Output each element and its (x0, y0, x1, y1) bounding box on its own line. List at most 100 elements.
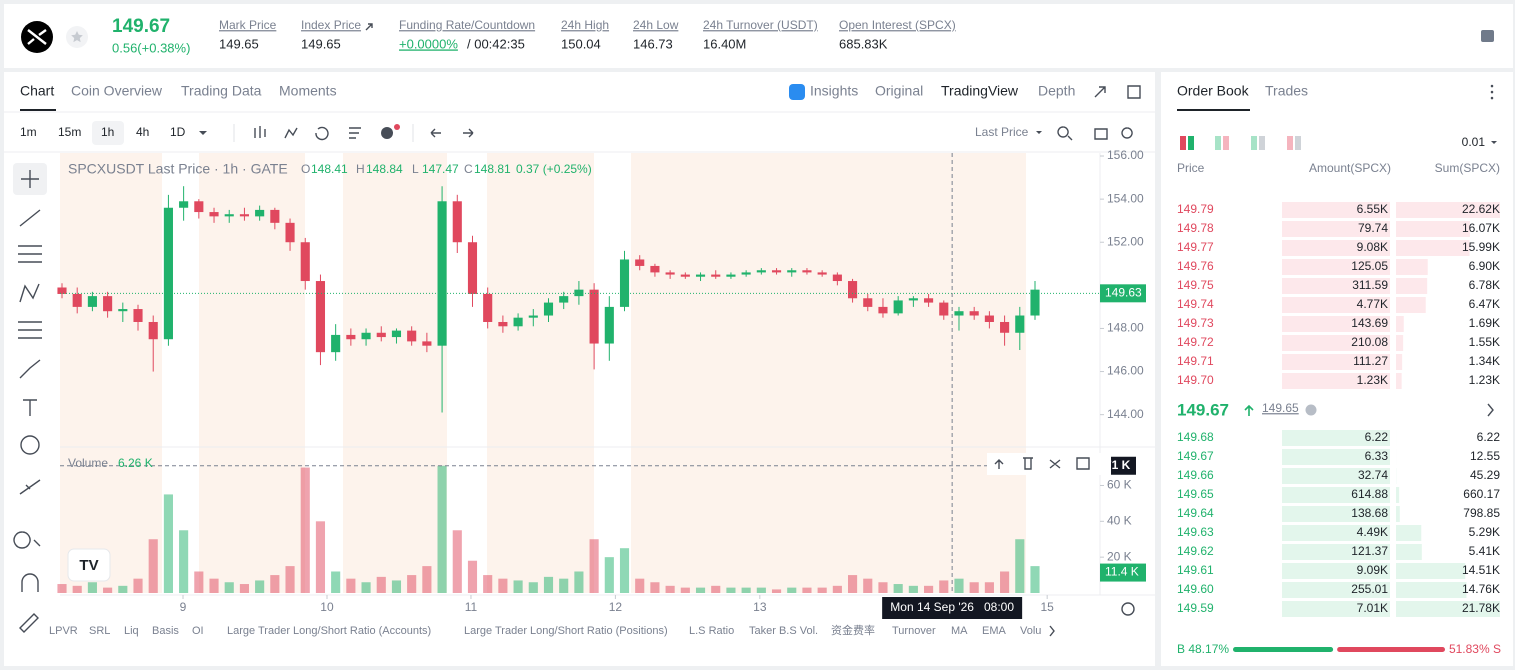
indicator[interactable]: 资金费率 (831, 623, 875, 637)
interval[interactable]: 4h (136, 125, 149, 139)
candle-body (665, 272, 675, 275)
candle-body (650, 265, 660, 273)
chart-tab[interactable]: Trading Data (181, 83, 262, 99)
volume-bar (969, 582, 979, 593)
badge (394, 124, 400, 130)
ob-amount: 210.08 (1351, 335, 1388, 349)
amount-bg (1282, 582, 1390, 598)
amount-bg (1282, 563, 1390, 579)
ob-price: 149.62 (1177, 544, 1214, 558)
indicator[interactable]: Large Trader Long/Short Ratio (Accounts) (227, 625, 431, 637)
candle-body (163, 207, 173, 340)
view-tab[interactable]: TradingView (941, 83, 1019, 99)
v-tick-label: 40 K (1107, 513, 1132, 527)
amount-bg (1282, 544, 1390, 560)
ob-more[interactable] (1487, 403, 1494, 417)
indicator[interactable]: SRL (89, 625, 110, 637)
info[interactable] (1305, 404, 1317, 416)
stat-value: 146.73 (633, 36, 673, 51)
precision[interactable]: 0.01 (1462, 135, 1486, 149)
x-tick-label: 13 (753, 600, 767, 614)
ob-amount: 32.74 (1358, 468, 1388, 482)
header-bg (4, 4, 1513, 68)
volume-bar (513, 580, 523, 593)
candle-body (787, 270, 797, 273)
drawing-tools[interactable] (13, 163, 47, 633)
volume-bar (255, 580, 265, 593)
interval[interactable]: 1m (20, 125, 37, 139)
view-tab[interactable]: Depth (1038, 83, 1075, 99)
header-icon[interactable] (1481, 30, 1494, 42)
candle-body (635, 259, 645, 266)
ob-tab[interactable]: Trades (1265, 83, 1308, 99)
amount-bg (1282, 354, 1390, 370)
volume-last-tag (1100, 563, 1146, 582)
tv-logo[interactable] (67, 548, 111, 582)
indicator[interactable]: EMA (982, 625, 1007, 637)
chart-tab[interactable]: Coin Overview (71, 83, 163, 99)
candle-body (331, 334, 341, 353)
logo-x (27, 29, 47, 45)
candle-body (908, 298, 918, 301)
settings[interactable] (1121, 602, 1135, 616)
volume-bar (407, 575, 417, 593)
chart-tab[interactable]: Moments (279, 83, 337, 99)
indicator-add[interactable] (381, 127, 393, 139)
indicator[interactable]: Turnover (892, 625, 936, 637)
view-tab[interactable]: Original (875, 83, 923, 99)
stat-label: 24h High (561, 18, 609, 32)
interval[interactable]: 1h (101, 125, 114, 139)
volume-bar (163, 494, 173, 593)
indicator[interactable]: Taker B.S Vol. (749, 625, 818, 637)
candle-body (179, 201, 189, 208)
crosshair-vol-label: 71 K (1105, 458, 1131, 472)
volume-bar (376, 576, 386, 593)
scroll-right[interactable] (1049, 625, 1055, 637)
volume-bar (209, 578, 219, 593)
ob-sum: 14.51K (1462, 563, 1500, 577)
price-type[interactable]: Last Price (975, 125, 1029, 139)
chart-tab[interactable]: Chart (20, 83, 54, 99)
volume-bar (148, 539, 158, 593)
indicator[interactable]: Large Trader Long/Short Ratio (Positions… (464, 625, 668, 637)
interval[interactable]: 1D (170, 125, 186, 139)
ohlc-key: O (301, 162, 310, 176)
volume-bar (711, 585, 721, 593)
y-tick-label: 154.00 (1107, 191, 1144, 205)
candle-body (255, 209, 265, 217)
indicator[interactable]: OI (192, 625, 204, 637)
indicator[interactable]: Liq (124, 625, 139, 637)
volume-bar (619, 548, 630, 593)
ob-sum: 1.69K (1469, 316, 1500, 330)
indicator[interactable]: MA (951, 625, 968, 637)
candle-body (893, 300, 903, 314)
panel-icons[interactable] (1094, 85, 1141, 99)
depth-bar (1396, 601, 1500, 617)
stat-value: 149.65 (219, 36, 259, 51)
indicator[interactable]: Volu (1020, 625, 1041, 637)
interval[interactable]: 15m (58, 125, 81, 139)
volume-bar (680, 587, 690, 593)
indicator[interactable]: L.S Ratio (689, 625, 734, 637)
volume-bar (239, 584, 249, 593)
ob-sum: 660.17 (1463, 487, 1500, 501)
pane-controls[interactable] (994, 457, 1090, 470)
ob-layout-icons[interactable] (1180, 136, 1301, 150)
toolbar-icons[interactable] (254, 126, 1133, 141)
ob-amount: 9.09K (1357, 563, 1388, 577)
candle-body (939, 302, 949, 316)
indicator[interactable]: LPVR (49, 625, 78, 637)
indicator[interactable]: Basis (152, 625, 179, 637)
caret (1491, 141, 1497, 144)
candle-body (1000, 321, 1010, 333)
crosshair-time-tag (882, 597, 1023, 619)
ob-sum: 6.22 (1477, 430, 1501, 444)
interval-selected (92, 121, 124, 145)
amount-bg (1282, 202, 1390, 218)
view-tab[interactable]: Insights (810, 83, 858, 99)
ob-amount: 6.33 (1365, 449, 1389, 463)
ob-sum: 1.23K (1469, 373, 1500, 387)
ob-tab[interactable]: Order Book (1177, 83, 1250, 99)
ohlc-value: 148.81 (474, 162, 511, 176)
